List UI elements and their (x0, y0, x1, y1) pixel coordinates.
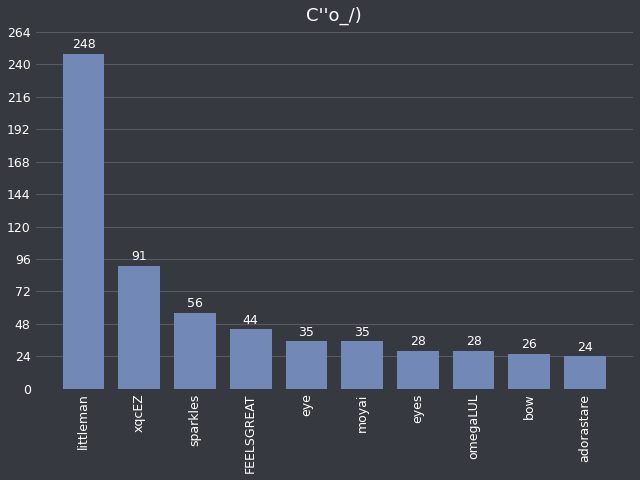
Bar (230, 329, 271, 389)
Bar (452, 351, 495, 389)
Text: 35: 35 (298, 326, 314, 339)
Bar (397, 351, 439, 389)
Text: 28: 28 (466, 335, 481, 348)
Text: 24: 24 (577, 341, 593, 354)
Text: 35: 35 (354, 326, 370, 339)
Title: C''o_/): C''o_/) (307, 7, 362, 25)
Bar (341, 341, 383, 389)
Bar (174, 313, 216, 389)
Text: 56: 56 (187, 297, 203, 311)
Text: 91: 91 (131, 250, 147, 263)
Bar (508, 354, 550, 389)
Text: 28: 28 (410, 335, 426, 348)
Text: 26: 26 (522, 338, 537, 351)
Bar (564, 356, 606, 389)
Bar (285, 341, 327, 389)
Text: 248: 248 (72, 38, 95, 51)
Text: 44: 44 (243, 313, 259, 326)
Bar (63, 54, 104, 389)
Bar (118, 266, 160, 389)
